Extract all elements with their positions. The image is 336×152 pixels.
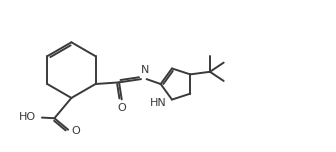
Text: O: O: [72, 126, 80, 136]
Text: O: O: [117, 103, 126, 113]
Text: HN: HN: [150, 98, 167, 108]
Text: HO: HO: [19, 112, 36, 122]
Text: N: N: [141, 65, 149, 75]
